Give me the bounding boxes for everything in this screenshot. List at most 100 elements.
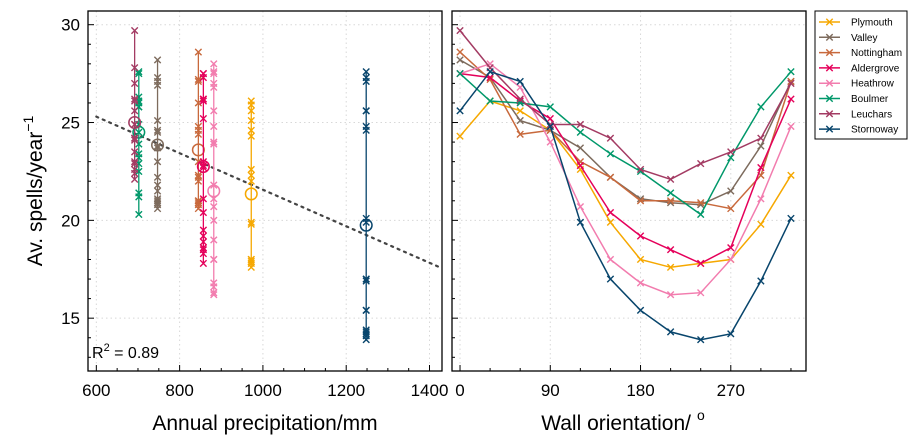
series-line xyxy=(459,70,792,341)
data-point xyxy=(199,114,208,123)
x-tick-label: 270 xyxy=(717,381,745,400)
legend-label: Boulmer xyxy=(851,94,889,105)
data-point xyxy=(194,77,203,86)
data-point xyxy=(130,64,139,72)
data-point xyxy=(757,134,765,142)
right-x-axis-title: Wall orientation/o xyxy=(541,407,705,435)
data-point xyxy=(606,173,615,181)
data-point xyxy=(130,159,139,168)
data-point xyxy=(210,291,218,299)
data-point xyxy=(727,204,735,213)
series-line xyxy=(459,51,792,210)
data-point xyxy=(194,171,203,180)
data-point xyxy=(130,136,139,144)
data-point xyxy=(153,81,162,90)
legend-marker xyxy=(825,79,834,87)
legend: Plymouth Valley Nottingham Aldergrove Heathr… xyxy=(814,10,908,140)
data-point xyxy=(576,161,585,170)
data-point xyxy=(199,208,208,217)
x-tick-label: 1200 xyxy=(327,381,365,400)
legend-label: Stornoway xyxy=(851,125,898,136)
data-point xyxy=(757,103,765,111)
data-point xyxy=(362,73,370,82)
data-point xyxy=(516,77,524,86)
legend-item-aldergrove: Aldergrove xyxy=(819,63,900,74)
data-point xyxy=(757,163,765,172)
right-grid xyxy=(452,11,806,371)
mean-marker xyxy=(196,159,210,174)
data-point xyxy=(362,277,370,285)
data-point xyxy=(210,122,218,131)
data-point xyxy=(606,218,615,226)
data-point xyxy=(153,142,162,150)
mean-marker xyxy=(359,218,373,232)
data-point xyxy=(135,69,143,78)
station-heathrow xyxy=(207,60,221,299)
data-point xyxy=(606,255,615,264)
y-axis-title: Av. spells/year−1 xyxy=(20,115,47,266)
data-point xyxy=(210,216,218,225)
data-point xyxy=(247,218,255,226)
series-line xyxy=(459,59,792,206)
data-point xyxy=(194,199,203,207)
data-point xyxy=(606,134,615,142)
data-point xyxy=(362,332,370,340)
data-point xyxy=(247,177,255,185)
mean-marker xyxy=(207,184,221,198)
data-point xyxy=(666,328,675,336)
mean-marker xyxy=(151,138,165,152)
data-point xyxy=(153,173,162,181)
series-aldergrove xyxy=(456,69,795,268)
data-point xyxy=(666,175,675,183)
data-point xyxy=(247,116,255,125)
series-line xyxy=(459,62,792,296)
data-point xyxy=(636,279,645,287)
data-point xyxy=(199,244,208,252)
series-stornoway xyxy=(456,67,795,344)
left-panel: 15 20 25 30 600 800 1000 1200 1400 Annual precipi… xyxy=(20,10,448,435)
data-point xyxy=(130,79,139,88)
data-point xyxy=(546,138,554,146)
data-point xyxy=(135,128,143,136)
data-point xyxy=(199,195,208,203)
data-point xyxy=(199,238,208,246)
data-point xyxy=(130,120,139,129)
x-tick-label: 800 xyxy=(165,381,193,400)
data-point xyxy=(636,165,645,174)
data-point xyxy=(199,226,208,234)
data-point xyxy=(757,277,765,285)
data-point xyxy=(606,150,615,158)
data-point xyxy=(697,199,705,207)
data-point xyxy=(546,114,554,123)
data-point xyxy=(153,197,162,205)
data-point xyxy=(153,181,162,189)
data-point xyxy=(576,218,585,226)
data-point xyxy=(666,197,675,205)
r-squared-value: = 0.89 xyxy=(110,345,159,362)
data-point xyxy=(199,157,208,166)
y-tick-label: 15 xyxy=(61,309,80,328)
left-x-axis-title: Annual precipitation/mm xyxy=(152,412,377,435)
station-plymouth xyxy=(244,97,258,271)
data-point xyxy=(247,101,255,109)
data-point xyxy=(194,122,203,131)
data-point xyxy=(247,171,255,180)
data-point xyxy=(486,67,494,76)
right-y-ticks xyxy=(452,24,458,358)
data-point xyxy=(153,199,162,207)
legend-label: Plymouth xyxy=(851,18,893,29)
data-point xyxy=(210,255,218,264)
legend-marker xyxy=(825,48,834,57)
data-point xyxy=(210,283,218,291)
data-point xyxy=(210,202,218,211)
data-point xyxy=(727,148,735,156)
legend-marker xyxy=(825,125,834,133)
legend-item-valley: Valley xyxy=(819,33,878,44)
data-point xyxy=(199,97,208,105)
data-point xyxy=(194,48,203,56)
series-line xyxy=(459,30,792,181)
station-aldergrove xyxy=(196,69,210,268)
data-point xyxy=(697,259,705,268)
data-point xyxy=(362,275,370,283)
legend-item-heathrow: Heathrow xyxy=(819,79,895,90)
